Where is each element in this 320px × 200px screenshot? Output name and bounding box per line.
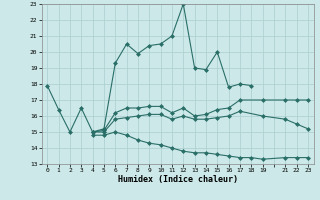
X-axis label: Humidex (Indice chaleur): Humidex (Indice chaleur) bbox=[118, 175, 237, 184]
